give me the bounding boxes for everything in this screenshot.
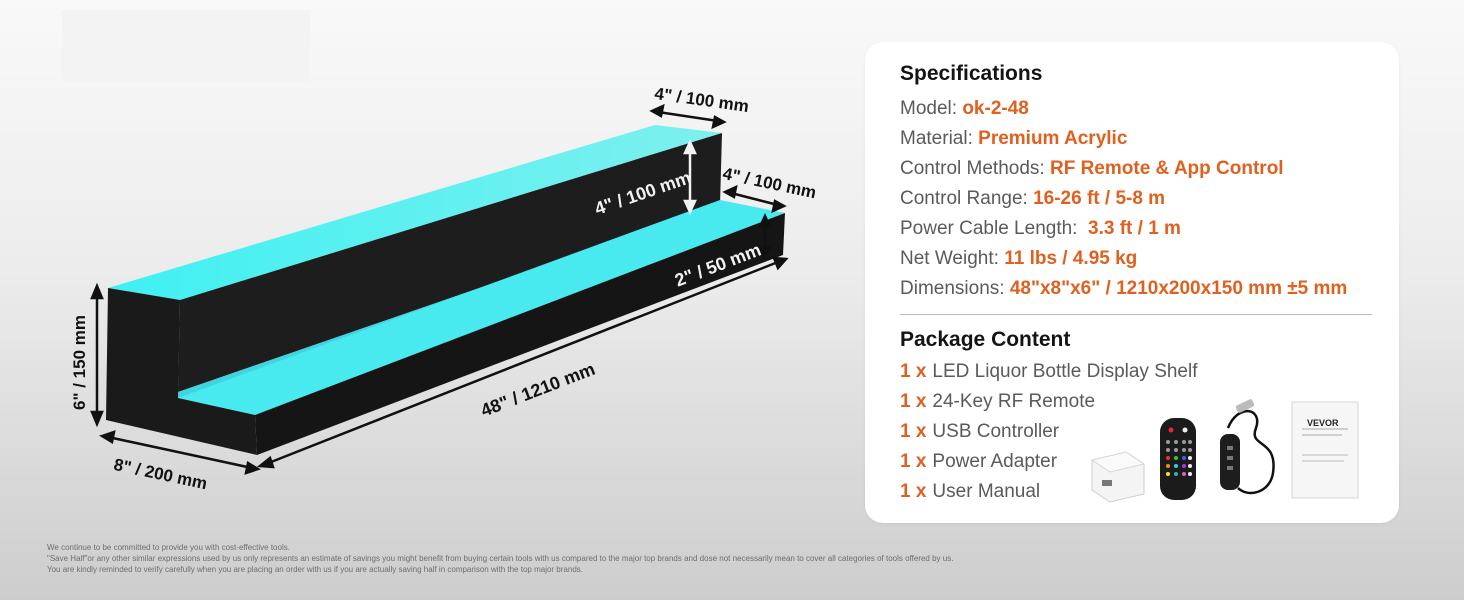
dimension-total-height: 6" / 150 mm: [70, 314, 89, 410]
specifications-title: Specifications: [900, 62, 1043, 85]
lower-step-glow: [178, 200, 785, 415]
package-qty: 1 x: [900, 481, 927, 502]
product-illustration: 4" / 100 mm 4" / 100 mm 4" / 100 mm 2" /…: [62, 10, 818, 493]
package-item-usb-controller: 1 x USB Controller: [900, 421, 1059, 443]
spec-power-cable-length: Power Cable Length: 3.3 ft / 1 m: [900, 218, 1181, 240]
package-qty: 1 x: [900, 361, 927, 382]
package-qty: 1 x: [900, 391, 927, 412]
package-item-power-adapter: 1 x Power Adapter: [900, 451, 1057, 473]
package-item-name: User Manual: [932, 481, 1041, 502]
spec-value: 3.3 ft / 1 m: [1082, 218, 1181, 239]
disclaimer-line: You are kindly reminded to verify carefu…: [47, 565, 583, 574]
disclaimer-line: "Save Half"or any other similar expressi…: [47, 554, 954, 563]
package-item-name: USB Controller: [932, 421, 1060, 442]
spec-model: Model: ok-2-48: [900, 98, 1029, 120]
user-manual-icon: [1291, 401, 1359, 499]
background-panel: [62, 10, 310, 82]
spec-dimensions: Dimensions: 48"x8"x6" / 1210x200x150 mm …: [900, 278, 1347, 300]
package-item-name: Power Adapter: [932, 451, 1058, 472]
package-qty: 1 x: [900, 421, 927, 442]
manual-brand-logo: VEVOR: [1307, 418, 1339, 428]
spec-value: Premium Acrylic: [978, 128, 1128, 149]
spec-control-methods: Control Methods: RF Remote & App Control: [900, 158, 1284, 180]
package-item-user-manual: 1 x User Manual: [900, 481, 1040, 503]
spec-label: Control Methods:: [900, 158, 1050, 179]
package-item-remote: 1 x 24-Key RF Remote: [900, 391, 1095, 413]
dimension-arrows: [90, 103, 789, 475]
disclaimer-line: We continue to be committed to provide y…: [47, 543, 290, 552]
side-profile: [106, 288, 257, 455]
disclaimer: We continue to be committed to provide y…: [47, 542, 953, 575]
spec-label: Net Weight:: [900, 248, 1005, 269]
spec-value: RF Remote & App Control: [1049, 158, 1284, 179]
spec-control-range: Control Range: 16-26 ft / 5-8 m: [900, 188, 1165, 210]
spec-material: Material: Premium Acrylic: [900, 128, 1127, 150]
led-shelf-drawing: [62, 10, 789, 475]
spec-value: ok-2-48: [962, 98, 1029, 119]
power-adapter-icon: [1090, 451, 1146, 503]
section-divider: [900, 314, 1372, 315]
spec-value: 11 lbs / 4.95 kg: [1004, 248, 1138, 269]
package-qty: 1 x: [900, 451, 927, 472]
spec-value: 48"x8"x6" / 1210x200x150 mm ±5 mm: [1009, 278, 1348, 299]
top-glow-strip: [108, 125, 722, 300]
package-content-title: Package Content: [900, 328, 1071, 351]
spec-label: Model:: [900, 98, 963, 119]
spec-label: Material:: [900, 128, 979, 149]
back-wall-face: [178, 133, 722, 392]
usb-controller-icon: [1220, 399, 1275, 495]
accessories-illustration: [1090, 399, 1359, 503]
spec-net-weight: Net Weight: 11 lbs / 4.95 kg: [900, 248, 1137, 270]
spec-label: Power Cable Length:: [900, 218, 1083, 239]
package-item-name: 24-Key RF Remote: [932, 391, 1096, 412]
spec-label: Dimensions:: [900, 278, 1010, 299]
lower-step-face: [255, 213, 785, 455]
spec-value: 16-26 ft / 5-8 m: [1033, 188, 1166, 209]
remote-control-icon: [1160, 418, 1196, 500]
spec-label: Control Range:: [900, 188, 1034, 209]
package-item-name: LED Liquor Bottle Display Shelf: [932, 361, 1198, 382]
package-item-shelf: 1 x LED Liquor Bottle Display Shelf: [900, 361, 1198, 383]
